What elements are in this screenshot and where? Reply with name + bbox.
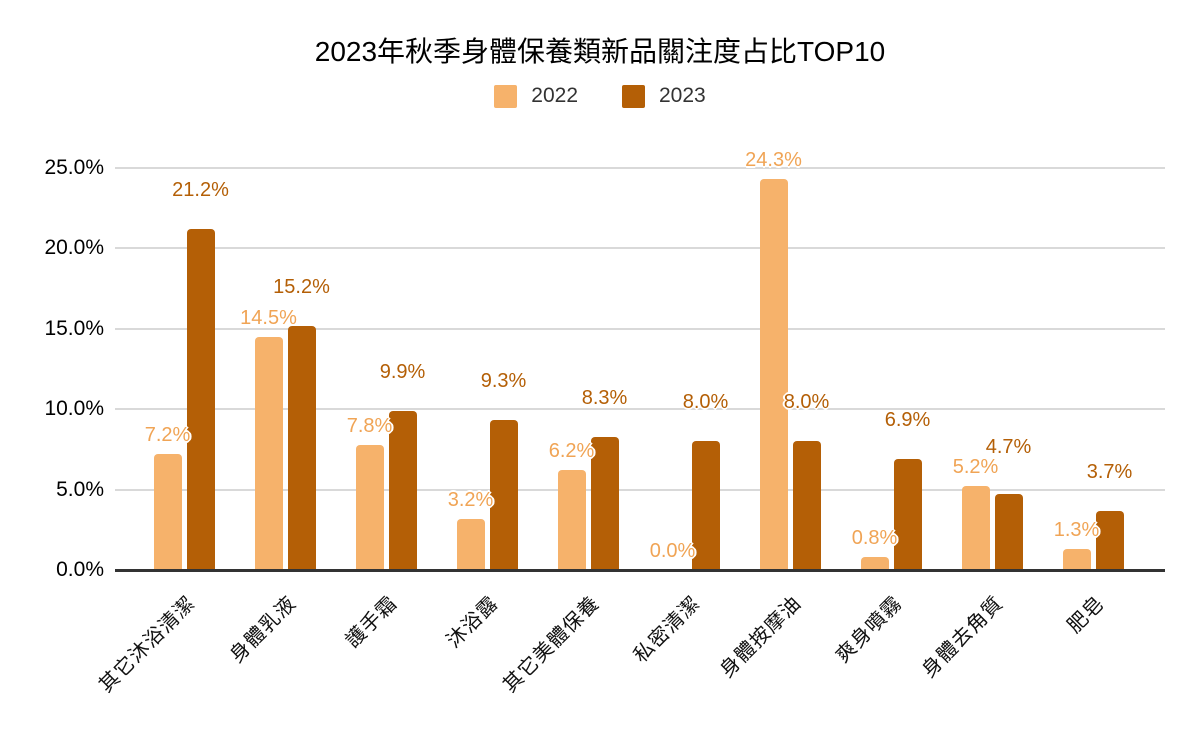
legend-swatch-2022-icon xyxy=(494,84,518,108)
bar-2022[interactable] xyxy=(355,444,384,570)
gridline xyxy=(115,167,1165,169)
y-axis-tick-label: 25.0% xyxy=(44,156,104,179)
bar-label-2022: 5.2% xyxy=(952,456,999,479)
bar-label-2023: 8.3% xyxy=(581,386,628,409)
bar-label-2022: 24.3% xyxy=(745,149,802,172)
bar-2023[interactable] xyxy=(489,420,518,570)
bar-2022[interactable] xyxy=(456,518,485,570)
bar-2023[interactable] xyxy=(186,229,215,570)
x-category-label: 身體按摩油 xyxy=(715,592,806,683)
x-category-label: 護手霜 xyxy=(341,592,402,653)
x-category-label: 其它美體保養 xyxy=(499,592,604,697)
bar-label-2023: 15.2% xyxy=(273,275,330,298)
x-category-label: 其它沐浴清潔 xyxy=(95,592,200,697)
bar-label-2022: 7.8% xyxy=(346,414,393,437)
x-axis-line xyxy=(115,569,1165,572)
bar-label-2022: 0.0% xyxy=(649,540,696,562)
bar-label-2022: 1.3% xyxy=(1053,519,1100,542)
chart-title: 2023年秋季身體保養類新品關注度占比TOP10 xyxy=(314,36,886,67)
bar-label-2022: 0.8% xyxy=(851,527,898,550)
gridline xyxy=(115,488,1165,491)
bar-label-2022: 7.2% xyxy=(144,424,191,447)
bar-2023[interactable] xyxy=(792,441,821,570)
y-axis-tick-label: 20.0% xyxy=(44,236,104,260)
x-category-label: 沐浴露 xyxy=(442,592,503,653)
bar-label-2023: 21.2% xyxy=(172,179,229,202)
y-axis-tick-label: 5.0% xyxy=(56,477,104,501)
bar-label-2023: 6.9% xyxy=(884,409,931,432)
bar-label-2023: 8.0% xyxy=(682,391,729,414)
bar-label-2023: 9.3% xyxy=(480,370,527,393)
legend-item-2022[interactable]: 2022 xyxy=(494,84,578,108)
bar-2023[interactable] xyxy=(1095,510,1124,570)
bar-2022[interactable] xyxy=(759,179,788,570)
bar-2023[interactable] xyxy=(691,441,720,570)
bar-2023[interactable] xyxy=(893,459,922,570)
bar-2023[interactable] xyxy=(590,436,619,570)
bar-label-2022: 14.5% xyxy=(240,306,297,329)
y-axis-tick-label: 10.0% xyxy=(44,397,104,421)
bar-2022[interactable] xyxy=(961,486,990,570)
bar-2022[interactable] xyxy=(557,470,586,570)
bar-label-2023: 3.7% xyxy=(1086,460,1133,483)
bar-2023[interactable] xyxy=(287,325,316,570)
bar-label-2023: 8.0% xyxy=(783,391,830,414)
bar-label-2023: 9.9% xyxy=(379,360,426,383)
x-category-label: 身體乳液 xyxy=(225,592,301,668)
gridline xyxy=(115,327,1165,330)
bar-2022[interactable] xyxy=(153,454,182,570)
x-category-label: 爽身噴霧 xyxy=(831,592,907,668)
bar-2023[interactable] xyxy=(388,410,417,570)
y-axis-tick-label: 15.0% xyxy=(44,316,104,340)
legend-label-2022: 2022 xyxy=(531,84,578,107)
legend-swatch-2023-icon xyxy=(622,84,645,108)
bar-2023[interactable] xyxy=(994,494,1023,570)
x-category-label: 私密清潔 xyxy=(629,592,705,668)
bar-2022[interactable] xyxy=(860,557,889,570)
bar-label-2022: 3.2% xyxy=(447,488,494,511)
bar-2022[interactable] xyxy=(254,336,283,570)
x-category-label: 身體去角質 xyxy=(917,592,1008,683)
x-category-label: 肥皂 xyxy=(1063,592,1109,638)
y-axis-tick-label: 0.0% xyxy=(56,558,104,581)
bar-2022[interactable] xyxy=(1062,549,1091,570)
gridline xyxy=(115,408,1165,411)
legend-label-2023: 2023 xyxy=(659,84,706,107)
bar-label-2022: 6.2% xyxy=(548,440,595,463)
gridline xyxy=(115,247,1165,250)
bar-label-2023: 4.7% xyxy=(985,436,1032,459)
legend: 2022 2023 xyxy=(0,84,1200,108)
legend-item-2023[interactable]: 2023 xyxy=(622,84,706,108)
